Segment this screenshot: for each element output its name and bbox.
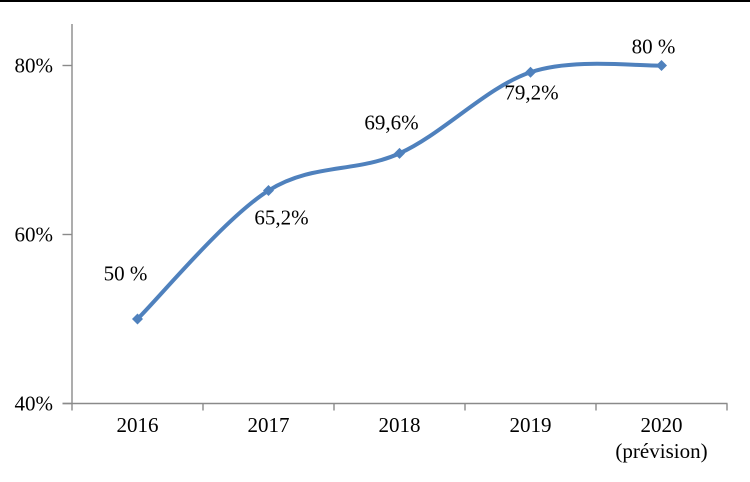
data-point-marker (656, 60, 667, 71)
x-tick-label: 2020 (640, 413, 683, 437)
y-tick-label: 80% (14, 53, 54, 77)
data-label: 79,2% (504, 80, 559, 105)
trend-line (135, 61, 664, 321)
data-label: 69,6% (364, 110, 419, 135)
data-label: 50 % (103, 261, 148, 286)
y-tick-label: 40% (14, 391, 54, 415)
x-tick-label: 2017 (247, 413, 290, 437)
data-point-marker (263, 185, 274, 197)
y-tick-label: 60% (14, 222, 54, 246)
data-label: 65,2% (254, 205, 309, 230)
figure-top-border (0, 0, 750, 2)
data-point-marker (132, 313, 143, 325)
x-tick-label: 2019 (509, 413, 552, 437)
x-tick-label: 2018 (378, 413, 421, 437)
data-point-marker (525, 66, 536, 78)
data-label: 80 % (631, 34, 676, 58)
x-tick-sublabel: (prévision) (615, 439, 708, 463)
x-tick-label: 2016 (116, 413, 159, 437)
data-point-marker (394, 147, 405, 159)
